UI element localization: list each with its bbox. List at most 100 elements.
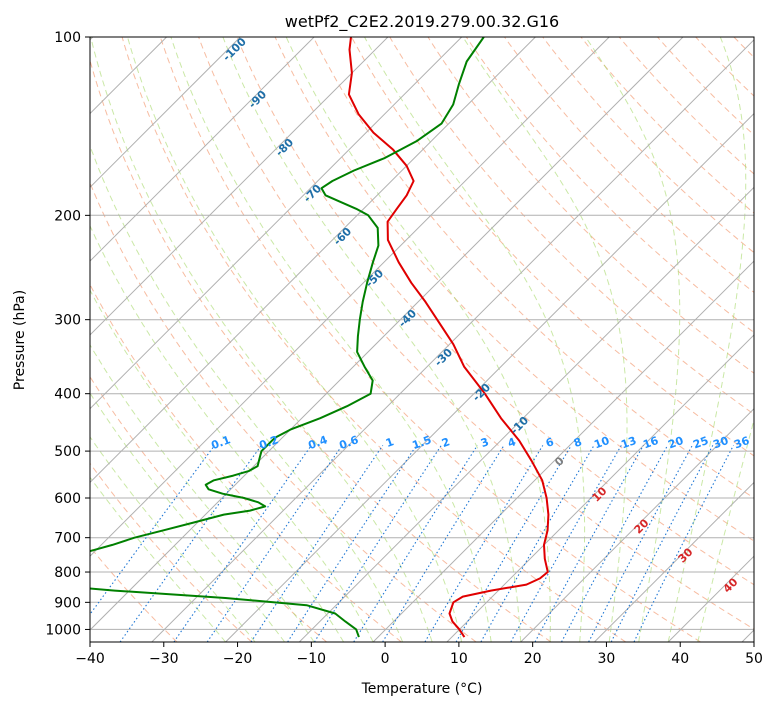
- isotherm: [90, 37, 241, 189]
- y-axis: 100 200 300 400 500 600 700 800 900 1000: [45, 30, 90, 638]
- mixing-ratio-line: [382, 445, 505, 642]
- isotherm: [594, 481, 754, 642]
- moist-adiabat: [90, 37, 433, 642]
- x-tick-label: −10: [297, 651, 327, 667]
- y-tick-label: 500: [54, 444, 81, 460]
- mixing-ratio-label: 1: [384, 435, 396, 450]
- y-tick-label: 300: [54, 313, 81, 329]
- mixing-ratio-line: [424, 445, 544, 642]
- isoline-labels: -100-90-80-70-60-50-40-30-20-10010203040…: [209, 35, 751, 596]
- mixing-ratio-line: [250, 445, 384, 642]
- dry-adiabat: [121, 37, 627, 642]
- dry-adiabat: [90, 181, 477, 642]
- mixing-ratio-label: 0.2: [257, 433, 280, 452]
- mixing-ratio-label: 0.6: [337, 433, 360, 452]
- temperature-profile: [347, 37, 550, 638]
- y-tick-label: 800: [54, 565, 81, 581]
- series-lines: [90, 37, 550, 638]
- dry-adiabat-label: 20: [632, 516, 652, 536]
- isotherm: [90, 37, 684, 631]
- mixing-ratio-label: 1.5: [410, 433, 433, 452]
- mixing-ratio-line: [90, 445, 216, 616]
- dry-adiabat: [695, 37, 754, 97]
- mixing-ratio-label: 13: [619, 434, 638, 451]
- chart-title: wetPf2_C2E2.2019.279.00.32.G16: [285, 12, 559, 32]
- x-tick-label: −30: [149, 651, 179, 667]
- y-tick-label: 1000: [45, 622, 81, 638]
- mixing-ratio-label: 0.4: [306, 433, 329, 452]
- mixing-ratio-label: 2: [440, 435, 452, 450]
- y-tick-label: 900: [54, 595, 81, 611]
- moist-adiabat: [285, 37, 551, 642]
- dry-adiabat-label: 40: [721, 575, 741, 595]
- dry-adiabat-label: 10: [590, 484, 610, 504]
- dry-adiabat-label: -70: [301, 182, 324, 205]
- dewpoint-profile: [90, 37, 485, 638]
- mixing-ratio-label: 16: [641, 434, 660, 452]
- y-tick-label: 400: [54, 387, 81, 403]
- x-axis: −40 −30 −20 −10 0 10 20 30 40 50: [75, 642, 763, 667]
- dry-adiabat: [580, 37, 754, 214]
- dry-adiabat-label: -10: [508, 414, 531, 437]
- isotherm: [151, 39, 754, 642]
- dry-adiabat-label: 30: [676, 545, 696, 565]
- isotherm: [446, 334, 754, 642]
- x-tick-label: 40: [671, 651, 689, 667]
- y-axis-title: Pressure (hPa): [12, 290, 28, 390]
- isotherm: [520, 407, 754, 642]
- y-tick-label: 600: [54, 491, 81, 507]
- x-tick-label: 20: [524, 651, 542, 667]
- moist-adiabat: [90, 144, 404, 642]
- mixing-ratio-line: [510, 445, 622, 642]
- isotherm: [298, 186, 754, 642]
- dry-adiabat: [90, 462, 253, 642]
- isotherm: [90, 37, 463, 410]
- moist-adiabat: [222, 37, 522, 642]
- dry-adiabat-label: -90: [246, 88, 269, 111]
- moist-adiabat: [90, 343, 315, 642]
- moist-adiabat: [90, 435, 256, 642]
- mixing-ratio-label: 6: [544, 435, 556, 450]
- moist-adiabat: [127, 37, 463, 642]
- mixing-ratio-label: 10: [592, 434, 611, 452]
- mixing-ratio-line: [287, 445, 417, 642]
- moist-adiabat: [462, 37, 628, 642]
- moist-adiabat: [170, 37, 492, 642]
- dry-adiabat: [465, 37, 754, 334]
- dry-adiabat: [236, 37, 754, 586]
- moist-adiabat: [364, 37, 586, 642]
- dry-adiabat-label: -60: [331, 225, 354, 248]
- dry-adiabat: [90, 58, 552, 642]
- mixing-ratio-line: [455, 445, 572, 642]
- dry-adiabat: [389, 37, 754, 415]
- moist-adiabat: [90, 476, 226, 642]
- x-tick-label: 10: [450, 651, 468, 667]
- dry-adiabat-label: -100: [220, 35, 249, 64]
- background-lines: [90, 37, 754, 642]
- mixing-ratio-label: 20: [666, 434, 685, 452]
- x-tick-label: −20: [223, 651, 253, 667]
- y-tick-label: 100: [54, 30, 81, 46]
- mixing-ratio-label: 8: [572, 435, 584, 450]
- mixing-ratio-line: [119, 445, 262, 642]
- plot-frame: [89, 36, 755, 643]
- isotherm: [225, 112, 754, 642]
- mixing-ratio-line: [206, 445, 343, 642]
- isotherm: [741, 629, 754, 642]
- dry-adiabat: [90, 283, 402, 642]
- mixing-ratio-line: [480, 445, 595, 642]
- x-tick-label: 50: [745, 651, 763, 667]
- mixing-ratio-line: [173, 445, 312, 642]
- moist-adiabat: [697, 417, 754, 642]
- isotherm: [372, 260, 754, 642]
- mixing-ratio-label: 36: [732, 434, 751, 452]
- mixing-ratio-line: [588, 445, 693, 642]
- dry-adiabat: [90, 375, 327, 642]
- mixing-ratio-label: 30: [711, 434, 730, 452]
- x-tick-label: 30: [598, 651, 616, 667]
- mixing-ratio-line: [534, 445, 644, 642]
- dry-adiabat: [312, 37, 754, 499]
- isotherm: [90, 37, 315, 262]
- x-tick-label: 0: [381, 651, 390, 667]
- dry-adiabat-label: -80: [273, 136, 296, 159]
